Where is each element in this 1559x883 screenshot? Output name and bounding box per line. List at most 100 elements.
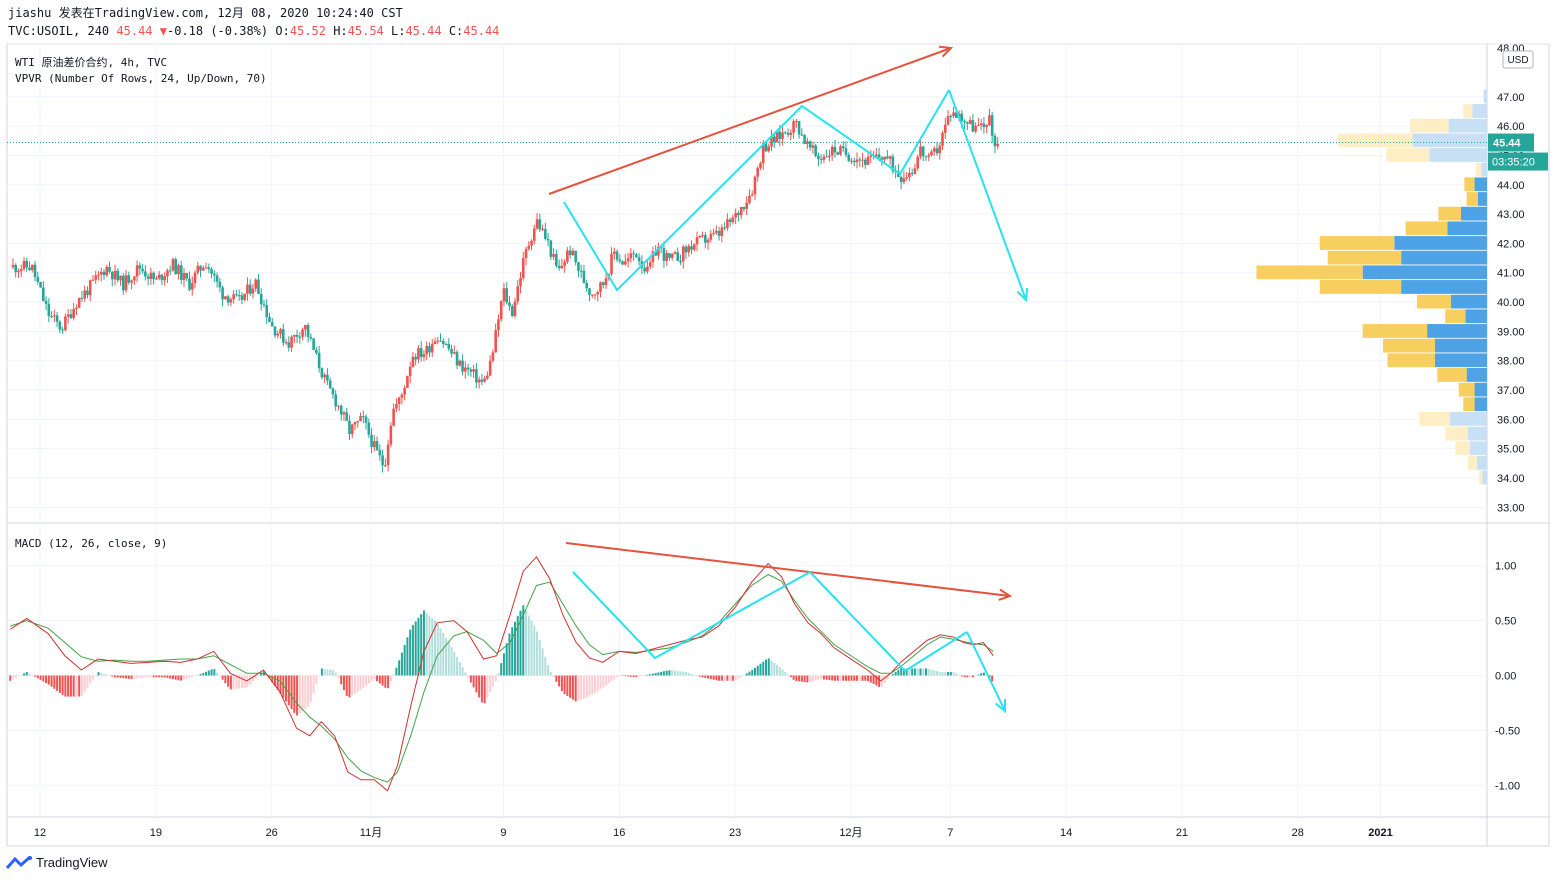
macd-histogram-bar <box>119 675 122 678</box>
tradingview-logo[interactable]: TradingView <box>6 855 108 870</box>
candle-body <box>555 253 558 266</box>
candle-body <box>761 143 765 164</box>
candle-body <box>281 329 285 343</box>
macd-histogram-bar <box>23 673 26 676</box>
time-tick-label: 26 <box>266 827 278 839</box>
candle-body <box>359 416 362 422</box>
candle-body <box>756 168 760 177</box>
macd-histogram-bar <box>638 675 641 677</box>
candle-body <box>61 329 64 331</box>
candle-body <box>968 120 972 124</box>
macd-histogram-bar <box>359 675 362 690</box>
macd-histogram-bar <box>502 653 505 676</box>
macd-histogram-bar <box>682 671 685 676</box>
time-tick-label: 16 <box>613 827 625 839</box>
macd-histogram-bar <box>787 674 790 676</box>
macd-histogram-bar <box>89 675 92 684</box>
candle-body <box>298 336 302 338</box>
candle-body <box>113 270 117 280</box>
macd-histogram-bar <box>696 675 699 676</box>
candle-body <box>930 151 933 156</box>
macd-histogram-bar <box>651 673 654 676</box>
vpvr-up-bar <box>1419 412 1450 426</box>
macd-histogram-bar <box>969 675 972 678</box>
candle-body <box>806 141 809 144</box>
candle-body <box>772 136 776 143</box>
price-tick-label: 37.00 <box>1497 385 1525 397</box>
candle-body <box>339 405 343 415</box>
macd-legend[interactable]: MACD (12, 26, close, 9) <box>15 537 168 550</box>
candle-body <box>33 264 37 278</box>
macd-histogram-bar <box>789 675 792 678</box>
candle-body <box>921 146 925 157</box>
candle-body <box>692 244 696 250</box>
macd-histogram-bar <box>436 623 439 676</box>
price-tick-label: 40.00 <box>1497 297 1525 309</box>
macd-histogram-bar <box>34 675 37 677</box>
candle-body <box>268 317 271 323</box>
vpvr-down-bar <box>1447 221 1487 236</box>
candle-body <box>237 295 241 297</box>
macd-histogram-bar <box>853 675 856 681</box>
vpvr-up-bar <box>1337 133 1413 148</box>
candle-body <box>808 141 812 148</box>
candle-body <box>199 265 202 271</box>
macd-histogram-bar <box>11 675 14 680</box>
macd-histogram-bar <box>194 675 197 677</box>
macd-histogram-bar <box>196 675 199 676</box>
candle-body <box>381 455 384 466</box>
macd-histogram-bar <box>924 668 927 676</box>
candle-body <box>400 394 404 398</box>
candle-body <box>204 267 208 269</box>
candle-body <box>590 294 594 296</box>
candle-body <box>293 334 296 337</box>
macd-histogram-bar <box>742 675 745 676</box>
macd-histogram-bar <box>491 675 494 687</box>
candle-body <box>337 405 340 407</box>
macd-histogram-bar <box>171 675 174 680</box>
macd-histogram-bar <box>185 675 188 679</box>
candle-body <box>530 240 533 246</box>
candle-body <box>560 265 564 269</box>
macd-histogram-bar <box>599 675 602 690</box>
candle-body <box>731 217 735 223</box>
candle-body <box>251 288 255 294</box>
candle-body <box>687 246 691 253</box>
candle-body <box>819 159 823 161</box>
price-wave-arrow <box>948 89 1027 301</box>
candle-body <box>673 252 677 254</box>
macd-histogram-bar <box>433 620 436 676</box>
candle-body <box>916 156 920 169</box>
macd-histogram-bar <box>489 675 492 693</box>
macd-histogram-bar <box>326 669 329 676</box>
candle-body <box>408 366 412 377</box>
candle-body <box>425 345 429 355</box>
macd-histogram-bar <box>207 670 210 676</box>
macd-histogram-bar <box>701 675 704 678</box>
candle-body <box>538 219 542 230</box>
candle-body <box>110 271 114 280</box>
macd-histogram-bar <box>25 671 28 676</box>
candle-body <box>141 268 144 272</box>
candle-body <box>441 341 445 344</box>
macd-histogram-bar <box>243 675 246 689</box>
candle-body <box>557 265 561 269</box>
macd-histogram-bar <box>516 616 519 676</box>
macd-histogram-bar <box>960 675 963 677</box>
vpvr-legend[interactable]: VPVR (Number Of Rows, 24, Up/Down, 70) <box>15 72 267 85</box>
macd-histogram-bar <box>445 637 448 676</box>
candle-body <box>657 246 660 256</box>
macd-histogram-bar <box>155 675 158 678</box>
candle-body <box>243 293 246 300</box>
candle-body <box>331 388 335 395</box>
candle-body <box>651 251 655 263</box>
macd-histogram-bar <box>621 675 624 676</box>
vpvr-down-bar <box>1394 236 1487 250</box>
candle-body <box>469 369 473 372</box>
candle-body <box>246 284 249 294</box>
macd-histogram-bar <box>971 675 974 678</box>
main-series-legend[interactable]: WTI 原油差价合约, 4h, TVC <box>15 56 168 69</box>
candle-body <box>643 267 646 272</box>
macd-histogram-bar <box>409 629 412 676</box>
